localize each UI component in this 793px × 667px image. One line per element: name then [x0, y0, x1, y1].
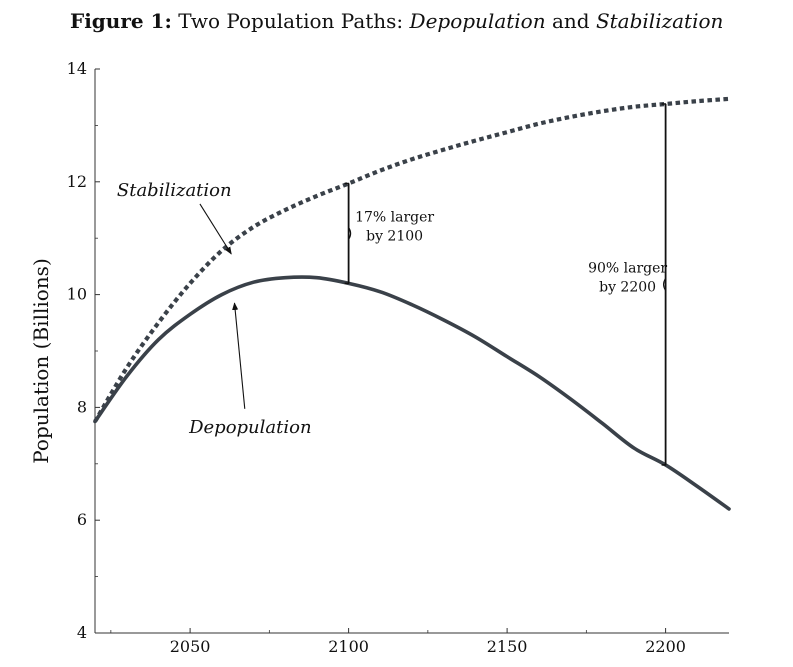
axes: 4 6 8 10 12 14 2050 2100 2150 2200 Population (Bil… — [29, 59, 729, 656]
series-label-depopulation: Depopulation — [188, 417, 311, 438]
y-tick-label: 12 — [67, 172, 87, 191]
annotation-line-1: 90% larger — [588, 260, 667, 276]
annotations: 17% larger by 2100 90% larger by 2200 — [344, 103, 667, 466]
series-labels: Stabilization Depopulation — [117, 180, 312, 438]
y-tick-label: 10 — [67, 285, 87, 304]
y-tick-label: 8 — [77, 397, 87, 416]
annotation-line-1: 17% larger — [355, 209, 434, 225]
series-line-depopulation — [93, 275, 731, 511]
figure-title-prefix: Two Population Paths: — [178, 9, 404, 33]
series-lines — [93, 96, 731, 511]
x-tick-label: 2150 — [487, 637, 528, 656]
annotation-line-2: by 2200 — [599, 279, 656, 295]
brace-nib — [348, 227, 352, 240]
annotation-line-2: by 2100 — [366, 228, 423, 244]
series-label-arrow — [232, 302, 246, 409]
series-label-stabilization: Stabilization — [117, 180, 232, 201]
series-label-arrow — [199, 203, 232, 255]
x-tick-label: 2100 — [328, 637, 369, 656]
figure-label: Figure 1: — [70, 9, 172, 33]
figure-title-term-1: Depopulation — [409, 9, 546, 33]
y-tick-label: 6 — [77, 510, 87, 529]
figure-title: Figure 1: Two Population Paths: Depopula… — [70, 9, 723, 33]
brace-nib — [663, 278, 667, 291]
figure-title-joiner: and — [551, 9, 590, 33]
x-tick-label: 2050 — [170, 637, 211, 656]
y-tick-label: 14 — [67, 59, 87, 78]
series-line-stabilization — [93, 96, 730, 423]
y-axis-title: Population (Billions) — [29, 258, 53, 463]
x-tick-label: 2200 — [645, 637, 686, 656]
y-tick-label: 4 — [77, 623, 87, 642]
figure-title-term-2: Stabilization — [595, 9, 724, 33]
